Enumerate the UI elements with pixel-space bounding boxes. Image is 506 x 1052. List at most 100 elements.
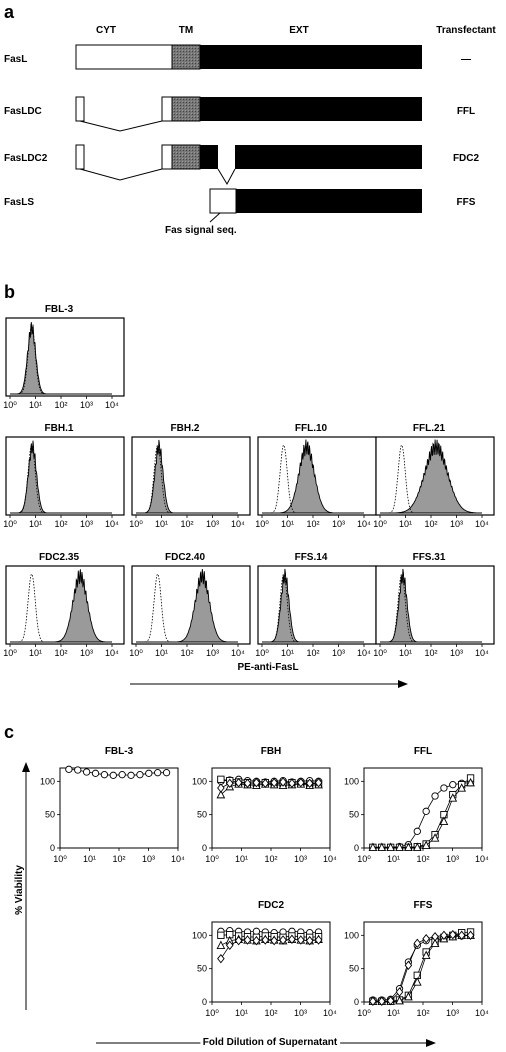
circle-point [431, 792, 439, 800]
diamond-point [440, 930, 448, 941]
y-tick-label: 0 [354, 997, 359, 1007]
diamond-point [314, 935, 323, 945]
diamond-point [217, 953, 225, 964]
triangle-point [448, 793, 458, 802]
diamond-point [431, 931, 439, 942]
triangle-point [466, 777, 475, 787]
x-tick-label: 10⁰ [357, 854, 371, 864]
histogram-x-tick-label: 10² [54, 519, 67, 529]
histogram-title: FDC2.35 [39, 552, 79, 563]
histogram-x-tick-label: 10³ [206, 648, 219, 658]
diamond-point [395, 987, 404, 997]
histogram-x-tick-label: 10⁴ [475, 519, 489, 529]
histogram-x-tick-label: 10⁴ [105, 400, 119, 410]
plot-title: FFL [414, 746, 432, 757]
histogram-x-tick-label: 10⁴ [357, 648, 371, 658]
triangle-point [404, 842, 413, 851]
diamond-point [297, 777, 305, 788]
diamond-point [457, 930, 466, 941]
histogram-x-tick-label: 10⁴ [357, 519, 371, 529]
transfectant-header: Transfectant [436, 25, 496, 36]
diamond-point [314, 777, 323, 788]
diamond-point [369, 996, 377, 1007]
x-tick-label: 10² [112, 854, 125, 864]
histogram-title: FBH.1 [45, 423, 74, 434]
diamond-point [404, 960, 413, 971]
viability-chart-layer: FBL-3 10⁰ 10¹ 10² 10³ 10⁴ 0 50 100 FBH 10⁰ 10¹ 10² 10… [40, 746, 489, 1018]
circle-point [162, 769, 171, 777]
circle-point [145, 769, 153, 777]
x-tick-label: 10³ [446, 854, 459, 864]
triangle-point [368, 842, 378, 851]
viability-plot-ffs: FFS 10⁰ 10¹ 10² 10³ 10⁴ 0 50 100 [344, 900, 489, 1018]
dilution-axis-label: Fold Dilution of Supernatant [203, 1037, 338, 1048]
cyt-header: CYT [96, 25, 116, 36]
circle-point [413, 827, 421, 835]
histogram-x-tick-label: 10⁰ [129, 648, 143, 658]
signal-pointer [209, 212, 221, 223]
fasl-ext-domain [200, 45, 422, 69]
y-tick-label: 0 [50, 843, 55, 853]
histogram-x-tick-label: 10³ [332, 519, 345, 529]
control-histogram [136, 573, 238, 643]
histogram-x-tick-label: 10² [424, 648, 437, 658]
histogram-x-tick-label: 10⁴ [231, 648, 245, 658]
histogram-fbh-2: FBH.2 10⁰ 10¹ 10² 10³ 10⁴ [129, 423, 251, 529]
circle-point [449, 781, 457, 789]
diamond-point [225, 940, 234, 951]
histogram-title: FDC2.40 [165, 552, 205, 563]
histogram-ffs-14: FFS.14 10⁰ 10¹ 10² 10³ 10⁴ [255, 552, 377, 658]
control-histogram [136, 444, 238, 514]
histogram-x-tick-label: 10¹ [155, 519, 168, 529]
histogram-fdc2-40: FDC2.40 10⁰ 10¹ 10² 10³ 10⁴ [129, 552, 251, 658]
viability-plot-fdc2: FDC2 10⁰ 10¹ 10² 10³ 10⁴ 0 50 100 [192, 900, 337, 1018]
histogram-x-tick-label: 10² [306, 648, 319, 658]
circle-point [154, 769, 162, 777]
histogram-fbh-1: FBH.1 10⁰ 10¹ 10² 10³ 10⁴ [3, 423, 125, 529]
histogram-layer: FBL-3 10⁰ 10¹ 10² 10³ 10⁴ FBH.1 10⁰ 10¹ 10² 10³ 10⁴… [3, 304, 495, 658]
panel-c: c % Viability Fold Dilution of Supernata… [4, 722, 489, 1051]
histogram-x-tick-label: 10⁴ [231, 519, 245, 529]
control-histogram [10, 325, 112, 395]
x-tick-label: 10⁴ [323, 854, 337, 864]
histogram-x-tick-label: 10¹ [281, 519, 294, 529]
histogram-x-tick-label: 10¹ [281, 648, 294, 658]
histogram-title: FBH.2 [171, 423, 200, 434]
diamond-point [305, 778, 314, 789]
histogram-title: FFL.21 [413, 423, 446, 434]
histogram-x-tick-label: 10³ [80, 519, 93, 529]
x-tick-label: 10¹ [235, 1008, 248, 1018]
triangle-point [457, 783, 467, 792]
diamond-point [279, 777, 287, 787]
y-tick-label: 50 [349, 964, 359, 974]
triangle-point [395, 995, 404, 1005]
stained-histogram [136, 568, 238, 643]
histogram-x-tick-label: 10² [180, 519, 193, 529]
fasldc-tm-domain [171, 96, 201, 122]
diamond-point [252, 935, 261, 946]
panel-b: b FBL-3 10⁰ 10¹ 10² 10³ 10⁴ FBH.1 10⁰ 10¹ 10² 10³ 1… [3, 282, 495, 688]
transfectant-fasl: — [461, 54, 471, 65]
control-histogram [380, 573, 482, 643]
viability-axis-arrow-head [22, 762, 30, 772]
circle-point [82, 768, 91, 776]
viability-plot-fbl3: FBL-3 10⁰ 10¹ 10² 10³ 10⁴ 0 50 100 [40, 746, 185, 864]
x-tick-label: 10³ [294, 854, 307, 864]
histogram-x-tick-label: 10⁰ [373, 648, 387, 658]
histogram-x-tick-label: 10⁰ [3, 519, 17, 529]
histogram-x-tick-label: 10¹ [399, 648, 412, 658]
triangle-point [216, 940, 226, 949]
ext-header: EXT [289, 25, 308, 36]
fasl-cyt-domain [75, 44, 173, 70]
triangle-point [421, 950, 431, 959]
x-tick-label: 10⁴ [323, 1008, 337, 1018]
y-tick-label: 100 [192, 776, 207, 786]
histogram-x-tick-label: 10² [54, 400, 67, 410]
x-tick-label: 10³ [294, 1008, 307, 1018]
diamond-point [279, 935, 287, 945]
y-tick-label: 0 [354, 843, 359, 853]
histogram-ffl-21: FFL.21 10⁰ 10¹ 10² 10³ 10⁴ [373, 423, 495, 529]
diamond-point [270, 935, 278, 946]
y-tick-label: 100 [344, 930, 359, 940]
